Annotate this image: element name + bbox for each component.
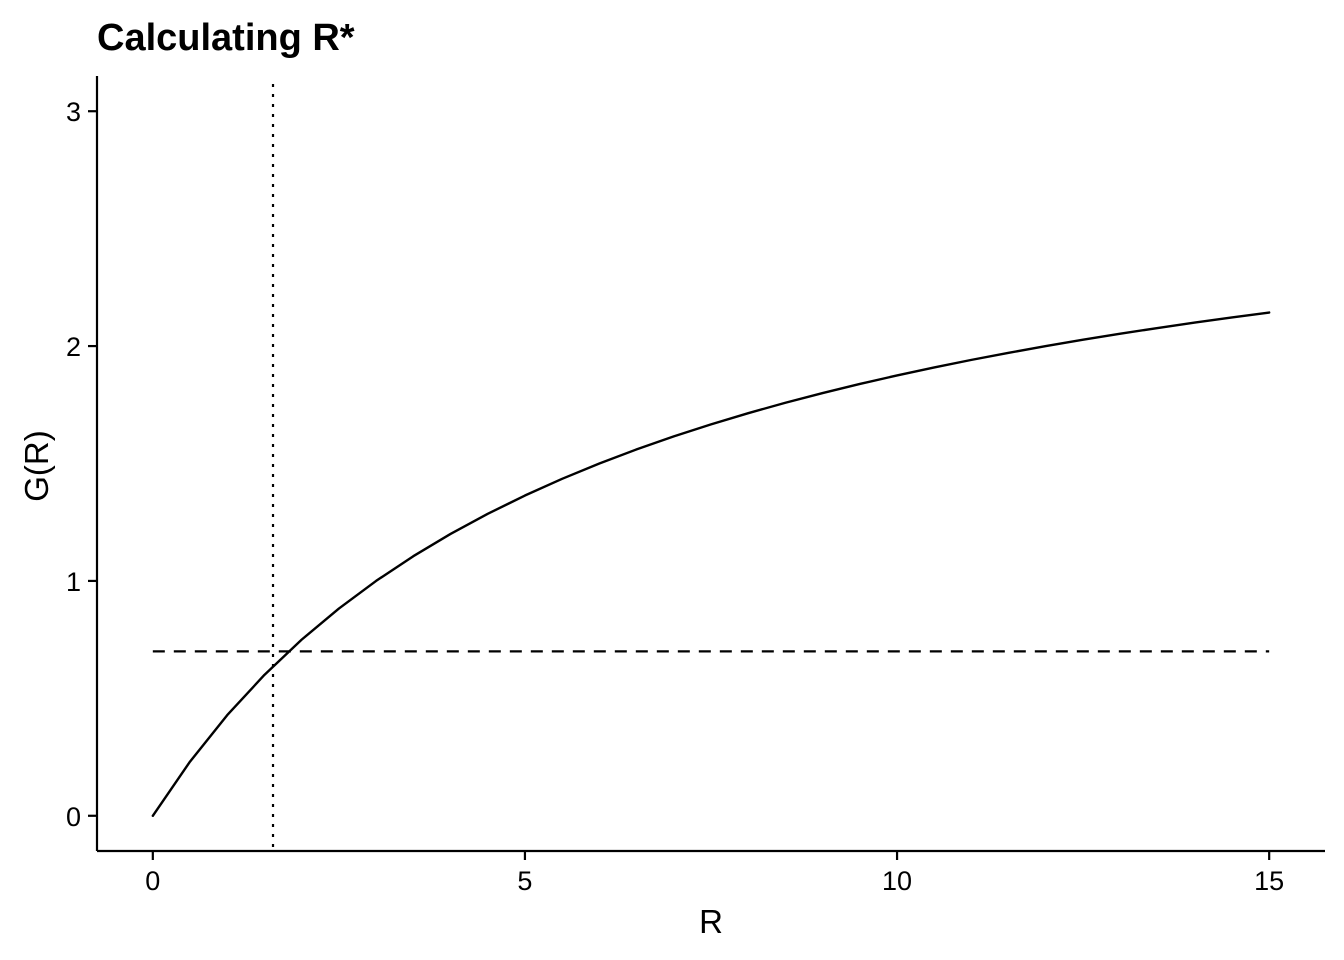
chart-title: Calculating R* xyxy=(97,17,355,59)
y-tick-label: 2 xyxy=(66,332,81,362)
x-tick-label: 15 xyxy=(1254,866,1284,896)
x-tick-label: 5 xyxy=(517,866,532,896)
y-tick-label: 1 xyxy=(66,567,81,597)
x-ticks: 0 5 10 15 xyxy=(145,851,1284,896)
y-axis-label: G(R) xyxy=(18,430,55,501)
y-ticks: 0 1 2 3 xyxy=(66,97,97,832)
plot-marks xyxy=(151,84,1271,851)
x-tick-label: 10 xyxy=(882,866,912,896)
x-tick-label: 0 xyxy=(145,866,160,896)
series-line xyxy=(151,311,1271,817)
y-tick-label: 3 xyxy=(66,97,81,127)
x-axis-label: R xyxy=(699,903,723,940)
y-tick-label: 0 xyxy=(66,802,81,832)
